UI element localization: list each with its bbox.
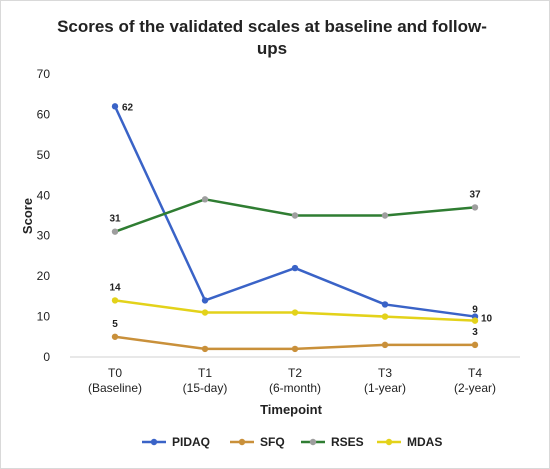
y-tick-label: 40	[37, 188, 51, 202]
data-point-mdas	[291, 309, 299, 316]
y-tick-label: 10	[37, 310, 51, 324]
series-layer	[111, 103, 479, 353]
x-tick-label: T1	[198, 366, 212, 380]
data-point-rses	[381, 212, 389, 219]
x-axis-title: Timepoint	[260, 402, 323, 417]
data-point-sfq	[111, 333, 119, 340]
x-tick-label: T0	[108, 366, 122, 380]
data-point-sfq	[471, 341, 479, 349]
data-point-rses	[291, 212, 299, 219]
legend-label-sfq: SFQ	[260, 435, 285, 449]
data-point-sfq	[201, 345, 209, 353]
data-point-pidaq	[111, 103, 119, 110]
legend-label-mdas: MDAS	[407, 435, 442, 449]
data-point-sfq	[381, 341, 389, 349]
data-label: 14	[109, 282, 121, 293]
x-tick-label: T3	[378, 366, 392, 380]
chart-title-line2: ups	[257, 39, 287, 58]
x-tick-label: T2	[288, 366, 302, 380]
data-point-pidaq	[291, 264, 299, 272]
y-tick-label: 20	[37, 269, 51, 283]
data-point-pidaq	[381, 301, 389, 308]
data-labels-layer: 62 10 31 37 14 9 5 3	[109, 102, 492, 338]
data-point-mdas	[111, 297, 119, 304]
data-point-rses	[111, 228, 119, 235]
legend-marker-pidaq	[150, 438, 158, 446]
data-label: 37	[469, 189, 481, 200]
data-label: 10	[481, 314, 493, 325]
data-point-sfq	[291, 345, 299, 353]
y-tick-label: 70	[37, 67, 51, 81]
y-tick-label: 30	[37, 229, 51, 243]
x-tick-labels: T0(Baseline) T1(15-day) T2(6-month) T3(1-ye…	[88, 366, 496, 395]
legend-label-pidaq: PIDAQ	[172, 435, 210, 449]
legend-marker-mdas	[385, 438, 393, 446]
x-tick-sublabel: (2-year)	[454, 381, 496, 395]
y-tick-label: 50	[37, 148, 51, 162]
x-tick-sublabel: (6-month)	[269, 381, 321, 395]
data-point-pidaq	[201, 297, 209, 304]
data-point-mdas	[201, 309, 209, 316]
x-tick-sublabel: (15-day)	[183, 381, 228, 395]
data-label: 3	[472, 327, 478, 338]
x-tick-sublabel: (1-year)	[364, 381, 406, 395]
y-tick-labels: 0 10 20 30 40 50 60 70	[37, 67, 51, 364]
x-tick-sublabel: (Baseline)	[88, 381, 142, 395]
legend-marker-rses	[309, 438, 317, 446]
data-label: 9	[472, 305, 478, 316]
chart-title-line1: Scores of the validated scales at baseli…	[57, 17, 487, 36]
data-point-mdas	[471, 317, 479, 324]
data-point-rses	[471, 204, 479, 211]
data-point-rses	[201, 196, 209, 203]
legend-label-rses: RSES	[331, 435, 364, 449]
x-tick-label: T4	[468, 366, 482, 380]
data-label: 31	[109, 214, 121, 225]
y-axis-title: Score	[20, 198, 35, 234]
data-point-mdas	[381, 313, 389, 320]
y-tick-label: 60	[37, 107, 51, 121]
y-tick-label: 0	[43, 350, 50, 364]
data-label: 5	[112, 319, 118, 330]
legend: PIDAQ SFQ RSES MDAS	[142, 435, 442, 449]
data-label: 62	[122, 102, 134, 113]
legend-marker-sfq	[238, 438, 246, 446]
